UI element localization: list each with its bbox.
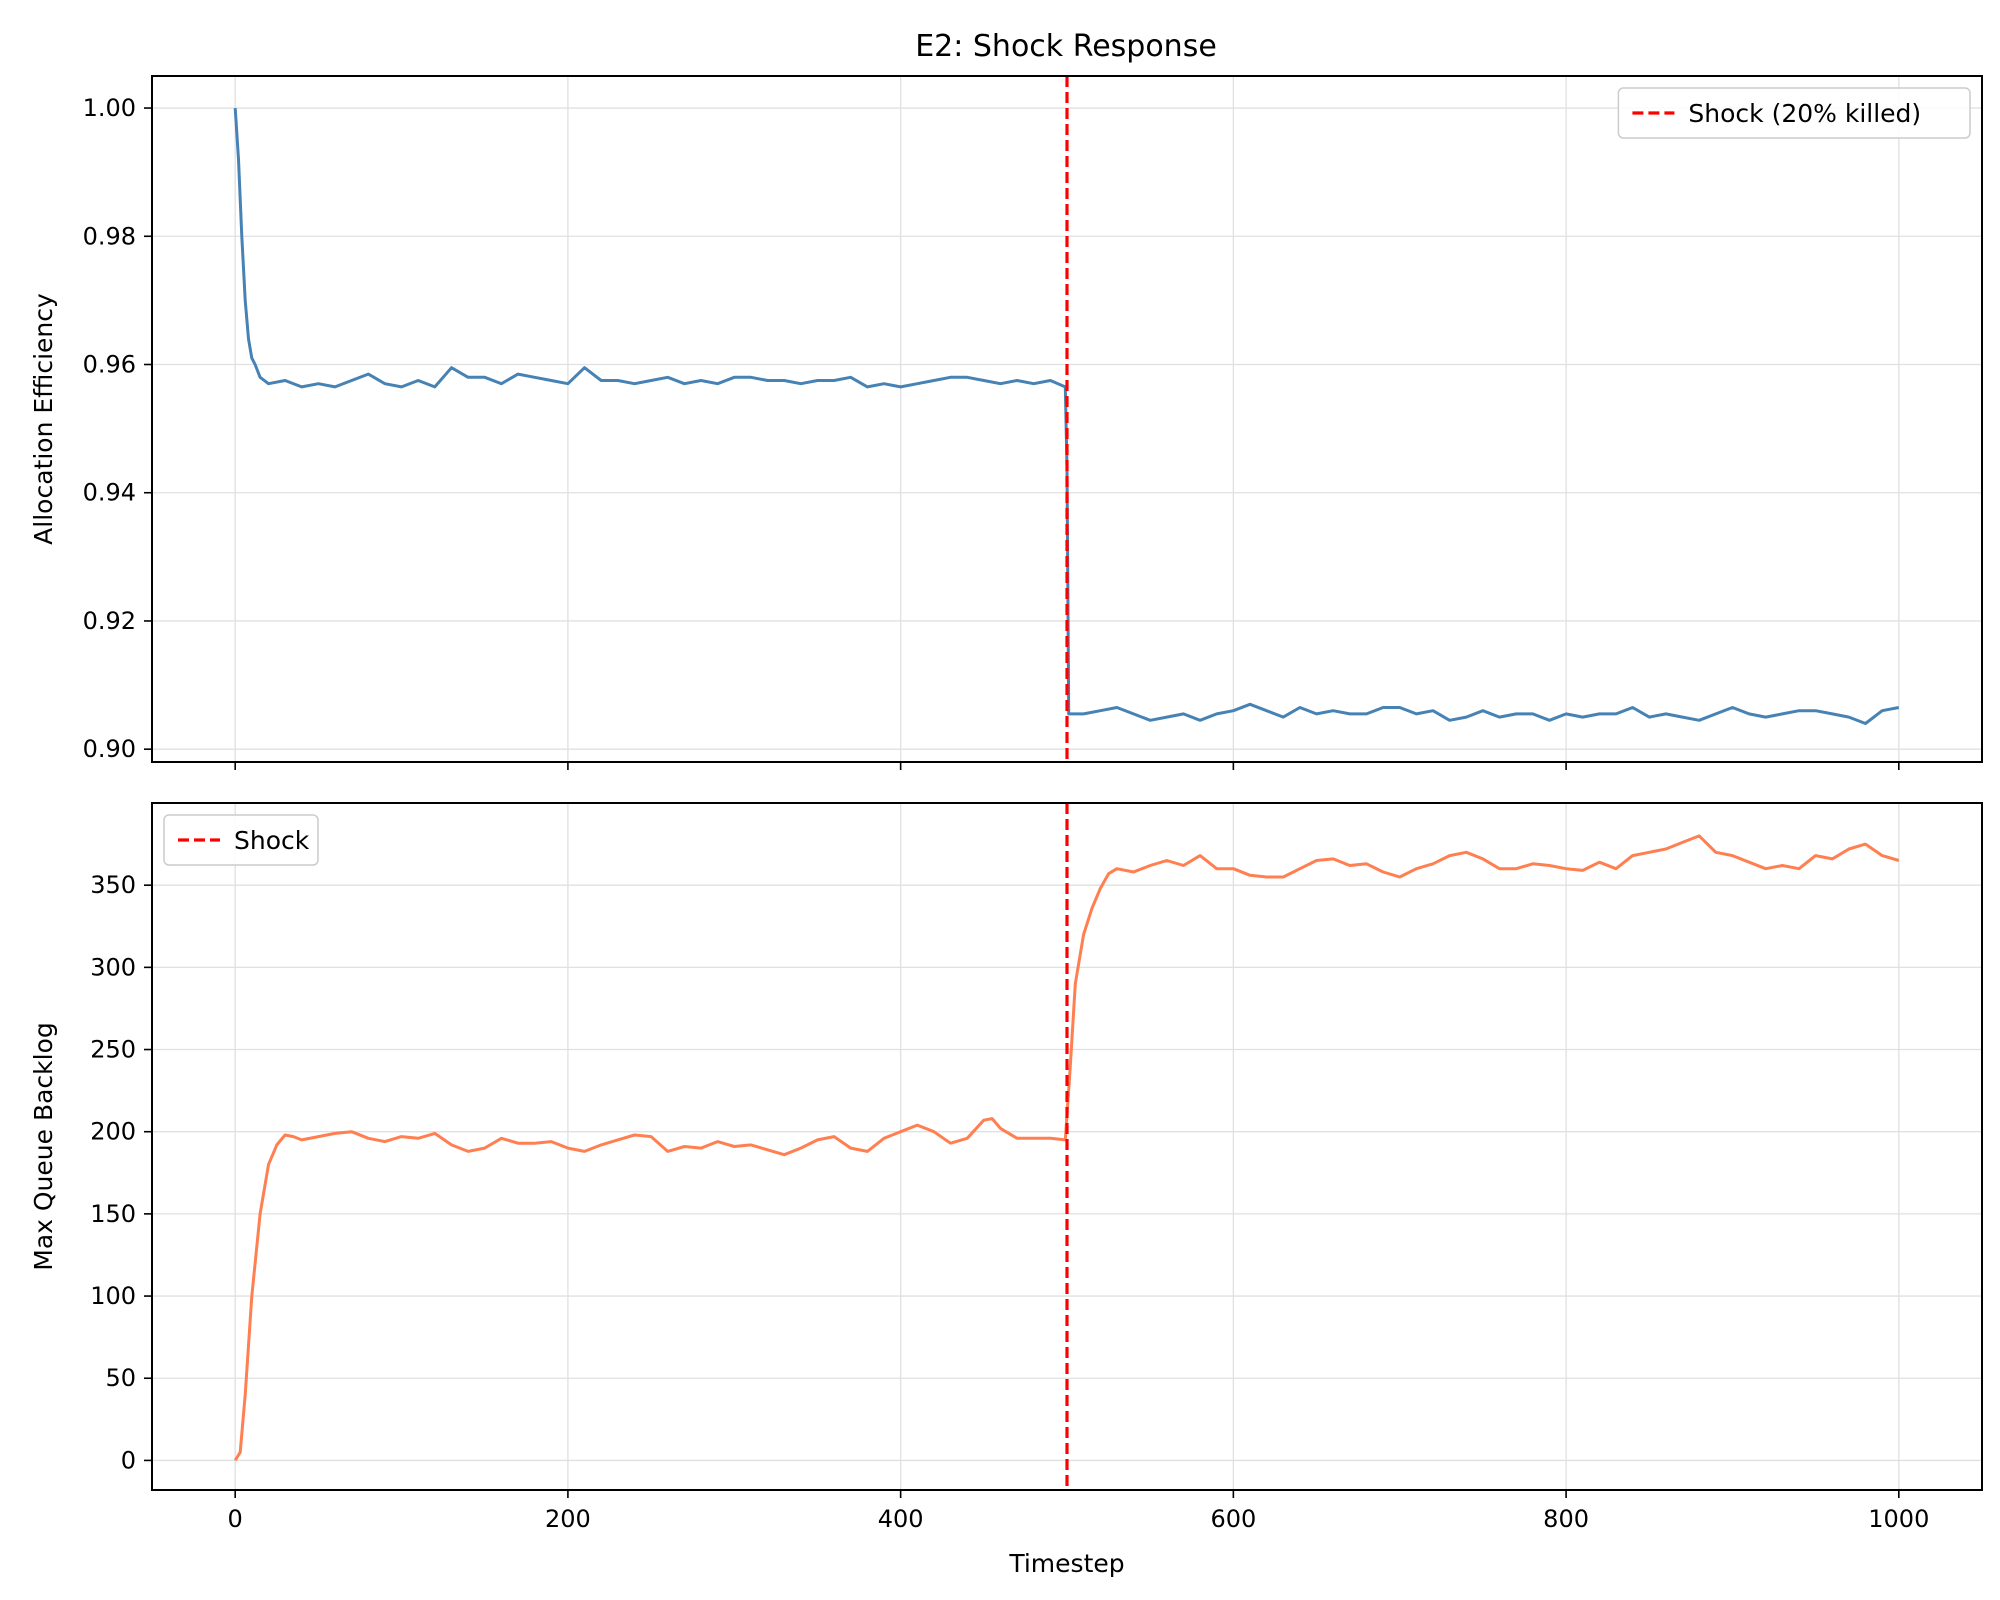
backlog-x-axis-label: Timestep: [1008, 1549, 1124, 1578]
chart-title: E2: Shock Response: [915, 29, 1217, 64]
backlog-grid: [152, 803, 1982, 1490]
efficiency-series-line: [233, 108, 1900, 725]
backlog-y-tick-label: 200: [90, 1118, 136, 1146]
efficiency-y-tick-label: 0.98: [83, 222, 136, 250]
efficiency-x-ticks: [234, 762, 1900, 770]
backlog-series-group: [233, 834, 1900, 1462]
efficiency-legend-box: [1617, 87, 1971, 139]
efficiency-plot-frame: [151, 75, 1983, 763]
backlog-legend: Shock: [163, 814, 319, 866]
efficiency-y-ticks: 0.90 0.92 0.94 0.96 0.98 1.00: [83, 94, 152, 763]
backlog-y-ticks: 0 50 100 150 200 250 300 350: [90, 871, 152, 1474]
backlog-x-tick-label: 0: [228, 1505, 243, 1533]
backlog-x-tick-label: 800: [1543, 1505, 1589, 1533]
backlog-y-tick-label: 50: [105, 1364, 136, 1392]
backlog-y-tick-label: 250: [90, 1036, 136, 1064]
efficiency-series-group: [233, 108, 1900, 725]
efficiency-y-tick-label: 0.90: [83, 735, 136, 763]
backlog-series-line: [233, 834, 1900, 1462]
backlog-x-tick-label: 600: [1210, 1505, 1256, 1533]
efficiency-panel: 0.90 0.92 0.94 0.96 0.98 1.00 Allocation Effi…: [29, 75, 1983, 770]
backlog-legend-box: [163, 814, 319, 866]
backlog-y-axis-label: Max Queue Backlog: [29, 1022, 58, 1271]
backlog-y-tick-label: 0: [121, 1446, 136, 1474]
efficiency-y-axis-label: Allocation Efficiency: [29, 293, 58, 545]
backlog-legend-label: Shock: [234, 826, 310, 855]
backlog-y-tick-label: 100: [90, 1282, 136, 1310]
backlog-x-tick-label: 400: [878, 1505, 924, 1533]
efficiency-y-tick-label: 0.96: [83, 351, 136, 379]
efficiency-legend-label: Shock (20% killed): [1688, 99, 1921, 128]
backlog-y-tick-label: 150: [90, 1200, 136, 1228]
efficiency-y-tick-label: 1.00: [83, 94, 136, 122]
backlog-x-tick-label: 200: [545, 1505, 591, 1533]
backlog-x-ticks: 0 200 400 600 800 1000: [228, 1490, 1929, 1533]
backlog-x-tick-label: 1000: [1868, 1505, 1929, 1533]
efficiency-legend: Shock (20% killed): [1617, 87, 1971, 139]
efficiency-y-tick-label: 0.94: [83, 479, 136, 507]
backlog-panel: 0 200 400 600 800 1000 050100150200250300350 …: [29, 802, 1983, 1578]
efficiency-y-tick-label: 0.92: [83, 607, 136, 635]
backlog-plot-frame: [151, 802, 1983, 1491]
backlog-y-tick-label: 300: [90, 953, 136, 981]
backlog-y-tick-label: 350: [90, 871, 136, 899]
